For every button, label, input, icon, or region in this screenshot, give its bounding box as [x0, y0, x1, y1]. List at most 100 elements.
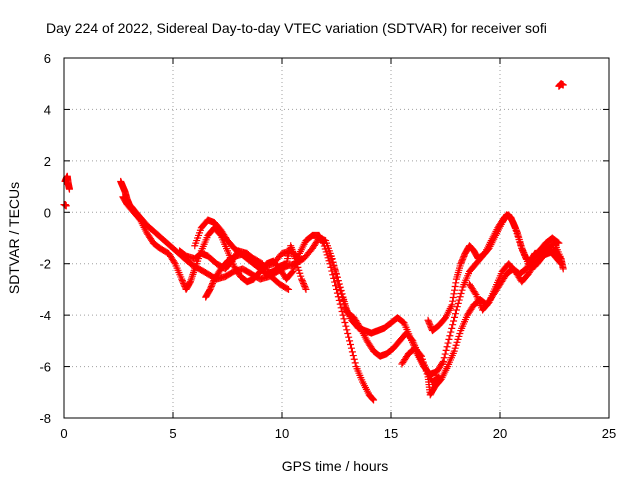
data-point: [457, 289, 465, 297]
data-point: [293, 260, 301, 268]
data-point: [206, 285, 214, 293]
data-point: [330, 261, 338, 269]
data-point: [446, 332, 454, 340]
data-trace: [424, 211, 565, 335]
data-point: [441, 350, 449, 358]
data-point: [338, 290, 346, 298]
data-point: [350, 355, 358, 363]
data-point: [294, 263, 302, 271]
grid: [64, 58, 609, 418]
data-point: [451, 282, 459, 290]
data-point: [459, 255, 467, 263]
data-point: [295, 255, 303, 263]
data-point: [459, 254, 467, 262]
data-point: [328, 255, 336, 263]
data-point: [444, 339, 452, 347]
data-point: [327, 252, 335, 260]
data-point: [424, 316, 432, 324]
data-trace: [326, 249, 443, 386]
data-point: [207, 284, 215, 292]
data-point: [449, 321, 457, 329]
data-point: [65, 185, 73, 193]
data-point: [511, 223, 519, 231]
data-point: [452, 306, 460, 314]
data-point: [302, 285, 310, 293]
data-point: [559, 81, 567, 89]
data-point: [439, 357, 447, 365]
data-point: [333, 273, 341, 281]
x-tick-label: 0: [60, 426, 67, 441]
x-tick-label: 15: [384, 426, 398, 441]
data-point: [520, 249, 528, 257]
data-point: [334, 277, 342, 285]
data-point: [438, 359, 446, 367]
data-point: [337, 287, 345, 295]
data-point: [347, 344, 355, 352]
data-point: [210, 277, 218, 285]
data-trace: [202, 249, 293, 301]
data-point: [288, 269, 296, 277]
data-point: [332, 282, 340, 290]
data-point: [447, 328, 455, 336]
data-point: [556, 253, 564, 261]
data-point: [458, 286, 466, 294]
y-tick-label: -2: [39, 257, 51, 272]
data-point: [320, 242, 328, 250]
data-point: [332, 267, 340, 275]
data-point: [209, 278, 217, 286]
data-point: [451, 310, 459, 318]
data-point: [453, 303, 461, 311]
data-point: [297, 272, 305, 280]
data-point: [333, 285, 340, 293]
data-point: [555, 239, 563, 247]
data-point: [329, 271, 337, 279]
data-point: [298, 275, 306, 283]
data-point: [178, 277, 186, 285]
data-point: [417, 351, 425, 359]
data-point: [450, 290, 458, 298]
data-point: [457, 260, 465, 268]
data-point: [519, 247, 527, 255]
data-point: [453, 338, 461, 346]
data-point: [207, 282, 215, 290]
data-point: [455, 332, 463, 340]
data-point: [449, 294, 457, 302]
data-point: [427, 322, 435, 330]
y-tick-label: -8: [39, 411, 51, 426]
data-point: [319, 239, 327, 247]
data-point: [344, 330, 352, 338]
data-point: [285, 285, 293, 293]
data-point: [452, 279, 460, 287]
y-tick-label: 4: [44, 102, 51, 117]
data-point: [460, 252, 468, 260]
x-tick-label: 5: [169, 426, 176, 441]
data-point: [322, 248, 330, 256]
data-point: [283, 285, 291, 293]
data-point: [298, 277, 306, 285]
data-point: [170, 258, 178, 266]
data-point: [331, 264, 339, 272]
x-tick-label: 25: [602, 426, 616, 441]
data-point: [333, 289, 341, 297]
y-tick-label: 2: [44, 154, 51, 169]
data-point: [351, 359, 359, 367]
data-point: [445, 335, 453, 343]
data-point: [319, 238, 327, 246]
data-series: [60, 80, 567, 404]
data-point: [333, 270, 340, 278]
data-point: [335, 296, 343, 304]
data-point: [451, 286, 459, 294]
data-point: [370, 396, 378, 404]
data-trace: [555, 80, 567, 90]
data-point: [368, 395, 376, 403]
data-point: [300, 281, 308, 289]
data-point: [456, 293, 464, 301]
data-point: [339, 311, 347, 319]
data-point: [512, 224, 520, 232]
data-point: [299, 278, 307, 286]
data-point: [509, 219, 517, 227]
data-point: [335, 280, 343, 288]
data-trace: [60, 201, 70, 210]
data-point: [299, 280, 307, 288]
data-point: [451, 313, 459, 321]
